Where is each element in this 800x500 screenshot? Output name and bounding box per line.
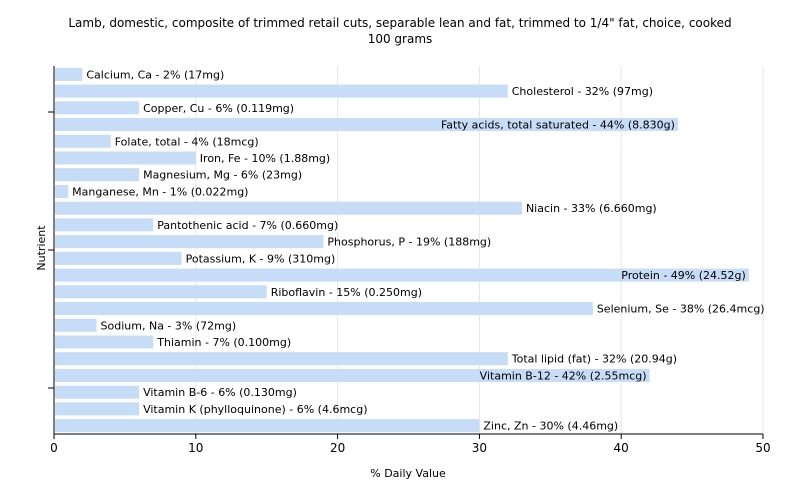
chart-title: Lamb, domestic, composite of trimmed ret… — [68, 16, 732, 30]
bar-label: Pantothenic acid - 7% (0.660mg) — [157, 219, 338, 232]
x-tick-label: 50 — [755, 441, 770, 455]
bar-label: Potassium, K - 9% (310mg) — [186, 252, 336, 265]
x-tick-label: 30 — [472, 441, 487, 455]
bar — [55, 402, 140, 416]
bar-label: Fatty acids, total saturated - 44% (8.83… — [441, 119, 675, 132]
axes — [48, 66, 763, 435]
bar — [55, 184, 69, 198]
bar-label: Cholesterol - 32% (97mg) — [512, 85, 653, 98]
bar-label: Iron, Fe - 10% (1.88mg) — [200, 152, 330, 165]
bar-label: Phosphorus, P - 19% (188mg) — [327, 236, 491, 249]
bars — [55, 67, 749, 433]
bar — [55, 419, 480, 433]
y-axis-title: Nutrient — [35, 225, 48, 271]
bar-label: Total lipid (fat) - 32% (20.94g) — [511, 353, 677, 366]
bar — [55, 285, 267, 299]
bar-labels: Calcium, Ca - 2% (17mg) Cholesterol - 32%… — [72, 68, 764, 432]
x-tick-label: 20 — [330, 441, 345, 455]
bar-label: Manganese, Mn - 1% (0.022mg) — [72, 185, 248, 198]
bar-label: Magnesium, Mg - 6% (23mg) — [143, 169, 302, 182]
bar-label: Thiamin - 7% (0.100mg) — [156, 336, 291, 349]
bar-label: Calcium, Ca - 2% (17mg) — [86, 68, 224, 81]
bar — [55, 385, 140, 399]
bar-label: Zinc, Zn - 30% (4.46mg) — [483, 420, 618, 433]
bar — [55, 84, 508, 98]
bar-label: Vitamin B-6 - 6% (0.130mg) — [143, 386, 297, 399]
x-tick-label: 40 — [614, 441, 629, 455]
bar — [55, 335, 154, 349]
bar — [55, 151, 196, 165]
bar — [55, 218, 154, 232]
bar-label: Copper, Cu - 6% (0.119mg) — [143, 102, 294, 115]
x-tick-label: 0 — [50, 441, 58, 455]
x-tick-label: 10 — [188, 441, 203, 455]
bar-label: Vitamin K (phylloquinone) - 6% (4.6mcg) — [143, 403, 367, 416]
bar-label: Riboflavin - 15% (0.250mg) — [271, 286, 422, 299]
bar-label: Sodium, Na - 3% (72mg) — [101, 319, 237, 332]
bar — [55, 251, 182, 265]
bar-label: Niacin - 33% (6.660mg) — [526, 202, 657, 215]
bar — [55, 352, 508, 366]
bar — [55, 268, 749, 282]
bar-label: Protein - 49% (24.52g) — [621, 269, 746, 282]
chart-subtitle: 100 grams — [367, 32, 433, 46]
x-ticks: 0 10 20 30 40 50 — [50, 434, 771, 455]
bar-label: Vitamin B-12 - 42% (2.55mcg) — [480, 369, 647, 382]
bar — [55, 318, 97, 332]
bar — [55, 201, 522, 215]
bar — [55, 168, 140, 182]
bar — [55, 235, 324, 249]
bar — [55, 118, 678, 132]
bar — [55, 368, 650, 382]
bar — [55, 302, 593, 316]
bar-label: Folate, total - 4% (18mcg) — [115, 135, 259, 148]
x-axis-title: % Daily Value — [370, 467, 446, 480]
bar-label: Selenium, Se - 38% (26.4mcg) — [597, 303, 765, 316]
bar — [55, 134, 111, 148]
bar — [55, 101, 140, 115]
bar — [55, 67, 83, 81]
